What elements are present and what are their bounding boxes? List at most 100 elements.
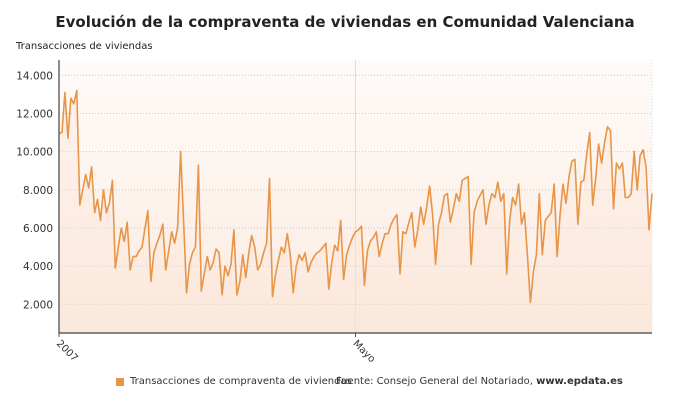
data-point (242, 254, 243, 255)
data-point (509, 220, 510, 221)
data-point (171, 231, 172, 232)
data-point (239, 281, 240, 282)
series-line (58, 89, 653, 304)
data-point (456, 193, 457, 194)
data-point (491, 193, 492, 194)
data-point (604, 141, 605, 142)
data-point (622, 162, 623, 163)
data-point (346, 254, 347, 255)
data-point (296, 266, 297, 267)
data-point (227, 275, 228, 276)
data-point (562, 183, 563, 184)
data-point (367, 250, 368, 251)
data-point (548, 216, 549, 217)
y-tick-label: 4.000 (23, 261, 53, 273)
data-point (230, 264, 231, 265)
data-point (465, 178, 466, 179)
data-point (577, 224, 578, 225)
data-point (385, 233, 386, 234)
data-point (423, 224, 424, 225)
data-point (361, 225, 362, 226)
data-point (118, 246, 119, 247)
data-point (260, 264, 261, 265)
data-point (574, 159, 575, 160)
data-point (133, 256, 134, 257)
data-point (293, 292, 294, 293)
data-point (73, 103, 74, 104)
chart-title: Evolución de la compraventa de viviendas… (55, 13, 635, 31)
data-point (592, 204, 593, 205)
data-point (447, 193, 448, 194)
data-point (156, 243, 157, 244)
data-point (233, 229, 234, 230)
y-tick-label: 2.000 (23, 299, 53, 311)
data-point (328, 288, 329, 289)
data-point (106, 212, 107, 213)
data-point (468, 176, 469, 177)
data-point (67, 138, 68, 139)
data-point (201, 290, 202, 291)
data-point (536, 254, 537, 255)
data-point (343, 279, 344, 280)
data-point (414, 246, 415, 247)
data-point (103, 189, 104, 190)
data-point (500, 201, 501, 202)
data-point (476, 201, 477, 202)
data-point (598, 143, 599, 144)
data-point (432, 214, 433, 215)
data-point (438, 224, 439, 225)
data-point (426, 206, 427, 207)
data-point (503, 193, 504, 194)
data-point (634, 151, 635, 152)
data-point (628, 197, 629, 198)
source-note: Fuente: Consejo General del Notariado, w… (336, 376, 623, 387)
y-tick-label: 14.000 (16, 70, 53, 82)
data-point (524, 212, 525, 213)
data-point (79, 204, 80, 205)
data-point (441, 212, 442, 213)
data-point (515, 204, 516, 205)
data-point (204, 273, 205, 274)
data-point (399, 273, 400, 274)
data-point (147, 210, 148, 211)
data-point (144, 227, 145, 228)
data-point (254, 246, 255, 247)
data-point (521, 224, 522, 225)
data-point (319, 250, 320, 251)
data-point (88, 187, 89, 188)
data-point (488, 204, 489, 205)
data-point (275, 275, 276, 276)
data-point (382, 243, 383, 244)
data-point (648, 229, 649, 230)
data-point (141, 246, 142, 247)
data-point (210, 269, 211, 270)
data-point (370, 241, 371, 242)
data-point (76, 90, 77, 91)
data-point (610, 130, 611, 131)
y-tick-label: 8.000 (23, 185, 53, 197)
data-point (159, 235, 160, 236)
data-point (565, 203, 566, 204)
data-point (625, 197, 626, 198)
data-point (571, 161, 572, 162)
data-point (551, 212, 552, 213)
data-point (174, 243, 175, 244)
legend-label: Transacciones de compraventa de vivienda… (130, 376, 352, 387)
data-point (165, 269, 166, 270)
data-point (281, 246, 282, 247)
x-tick-label: Mayo (350, 338, 377, 365)
data-point (589, 132, 590, 133)
data-point (651, 193, 652, 194)
y-tick-label: 12.000 (16, 108, 53, 120)
data-point (411, 212, 412, 213)
data-point (183, 218, 184, 219)
data-point (64, 92, 65, 93)
data-point (459, 201, 460, 202)
data-point (150, 281, 151, 282)
data-point (364, 285, 365, 286)
data-point (619, 168, 620, 169)
data-point (352, 237, 353, 238)
data-point (236, 294, 237, 295)
x-tick-label: 2007 (54, 338, 80, 364)
data-point (462, 180, 463, 181)
